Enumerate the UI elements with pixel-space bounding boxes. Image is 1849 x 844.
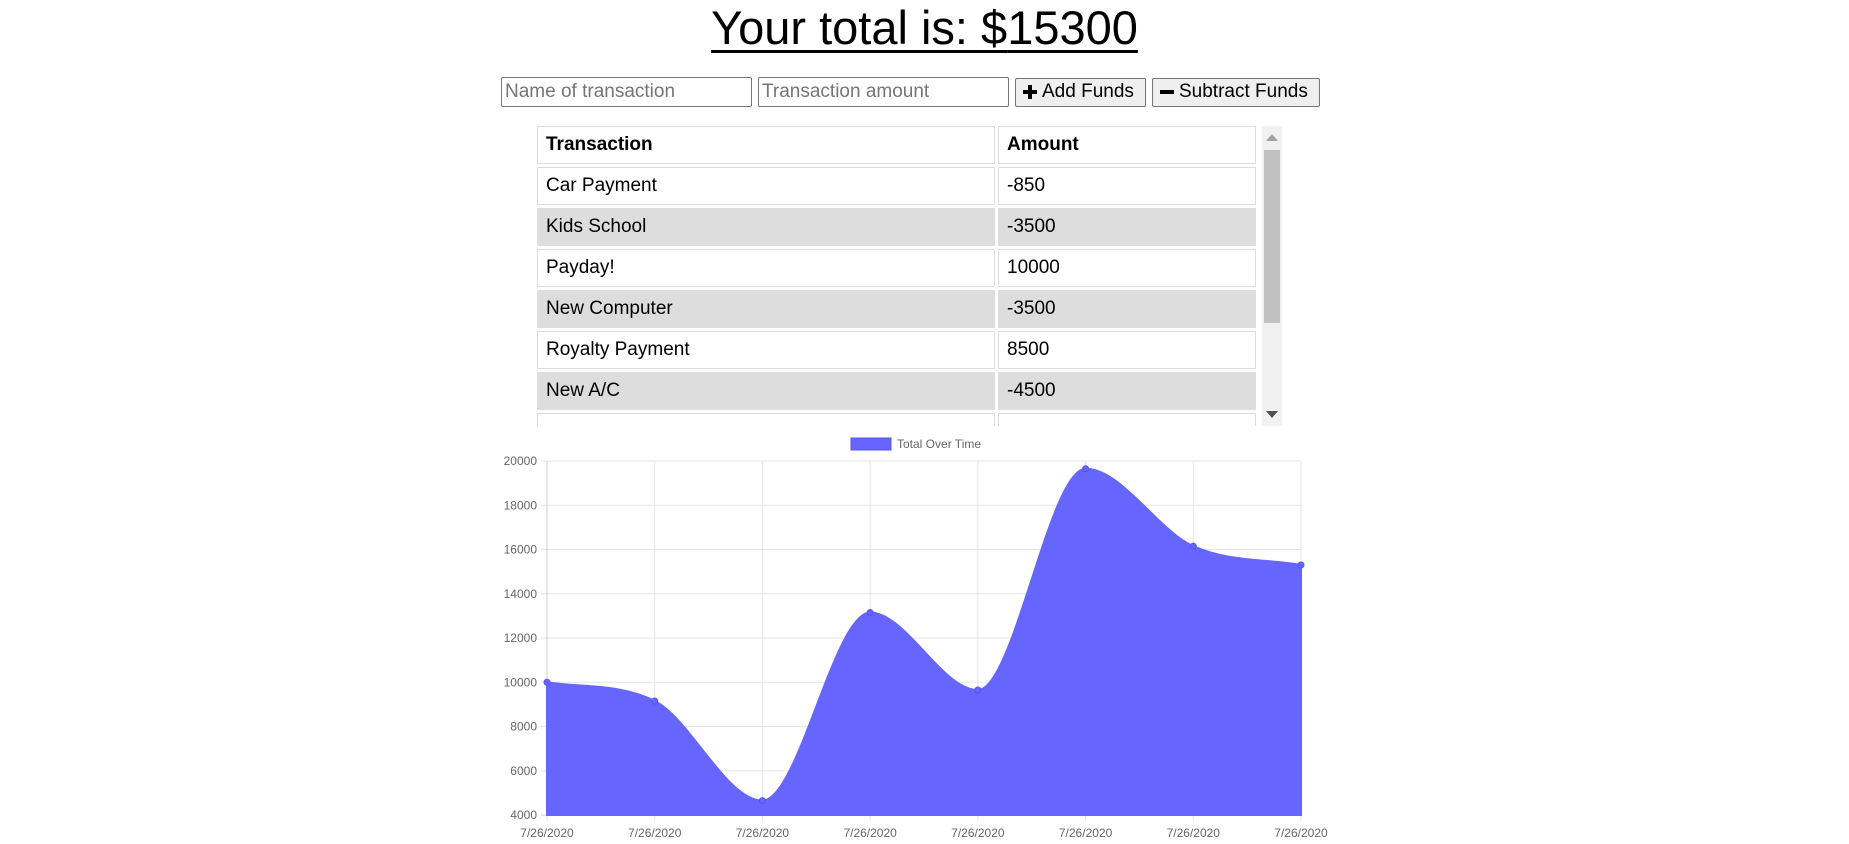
data-point[interactable] <box>758 797 766 805</box>
y-axis-ticks: 4000 6000 8000 10000 12000 14000 16000 18000 200… <box>504 454 538 822</box>
table-scrollbar[interactable] <box>1262 126 1282 426</box>
transaction-name-cell: Payday! <box>537 249 995 287</box>
data-point[interactable] <box>1082 465 1090 473</box>
scrollbar-thumb[interactable] <box>1264 150 1280 323</box>
total-prefix: Your total is: $ <box>711 1 1008 54</box>
transaction-name-cell <box>537 413 995 426</box>
y-tick-label: 8000 <box>510 720 537 734</box>
table-row: Payday! 10000 <box>537 249 1256 287</box>
y-tick-label: 12000 <box>504 631 538 645</box>
chart-points <box>543 465 1305 805</box>
chart-area <box>546 467 1302 816</box>
transaction-amount-cell: -4500 <box>998 372 1256 410</box>
data-point[interactable] <box>651 697 659 705</box>
y-tick-label: 14000 <box>504 587 538 601</box>
data-point[interactable] <box>974 686 982 694</box>
x-tick-label: 7/26/2020 <box>520 826 574 840</box>
legend-swatch[interactable] <box>850 437 892 451</box>
data-point[interactable] <box>543 678 551 686</box>
total-heading: Your total is: $15300 <box>0 0 1849 56</box>
x-tick-label: 7/26/2020 <box>628 826 682 840</box>
table-row: Royalty Payment 8500 <box>537 331 1256 369</box>
add-funds-button[interactable]: Add Funds <box>1015 77 1146 107</box>
scroll-down-arrow-icon[interactable] <box>1266 411 1278 418</box>
y-tick-label: 16000 <box>504 543 538 557</box>
x-tick-label: 7/26/2020 <box>736 826 790 840</box>
scroll-up-arrow-icon[interactable] <box>1266 134 1278 141</box>
series-area <box>546 467 1302 816</box>
transaction-name-cell: New A/C <box>537 372 995 410</box>
transaction-amount-cell: 10000 <box>998 249 1256 287</box>
transactions-table-container[interactable]: Transaction Amount Car Payment -850 Kids… <box>537 126 1282 426</box>
subtract-funds-button[interactable]: Subtract Funds <box>1152 77 1320 107</box>
data-point[interactable] <box>866 609 874 617</box>
transaction-name-cell: Kids School <box>537 208 995 246</box>
table-row: Car Payment -850 <box>537 167 1256 205</box>
chart-legend[interactable]: Total Over Time <box>850 437 981 451</box>
legend-label[interactable]: Total Over Time <box>897 437 981 451</box>
transaction-name-input[interactable] <box>501 77 752 107</box>
x-tick-label: 7/26/2020 <box>1167 826 1221 840</box>
transaction-name-cell: Royalty Payment <box>537 331 995 369</box>
transaction-amount-cell: -850 <box>998 167 1256 205</box>
column-header-transaction: Transaction <box>537 126 995 164</box>
table-row: Kids School -3500 <box>537 208 1256 246</box>
minus-icon <box>1160 85 1174 99</box>
data-point[interactable] <box>1189 542 1197 550</box>
transaction-amount-cell <box>998 413 1256 426</box>
x-tick-label: 7/26/2020 <box>1274 826 1328 840</box>
y-tick-label: 20000 <box>504 454 538 468</box>
column-header-amount: Amount <box>998 126 1256 164</box>
y-tick-label: 10000 <box>504 675 538 689</box>
y-tick-label: 4000 <box>510 808 537 822</box>
transactions-table: Transaction Amount Car Payment -850 Kids… <box>537 126 1259 426</box>
transaction-amount-input[interactable] <box>758 77 1009 107</box>
table-row <box>537 413 1256 426</box>
transaction-amount-cell: 8500 <box>998 331 1256 369</box>
x-tick-label: 7/26/2020 <box>1059 826 1113 840</box>
x-axis-ticks: 7/26/2020 7/26/2020 7/26/2020 7/26/2020 7/26… <box>520 826 1328 840</box>
table-row: New A/C -4500 <box>537 372 1256 410</box>
table-header-row: Transaction Amount <box>537 126 1256 164</box>
data-point[interactable] <box>1297 561 1305 569</box>
transaction-form: Add Funds Subtract Funds <box>501 77 1320 107</box>
transaction-name-cell: Car Payment <box>537 167 995 205</box>
transaction-name-cell: New Computer <box>537 290 995 328</box>
x-tick-label: 7/26/2020 <box>951 826 1005 840</box>
plus-icon <box>1023 85 1037 99</box>
y-tick-label: 6000 <box>510 764 537 778</box>
subtract-funds-label: Subtract Funds <box>1179 81 1308 102</box>
total-value: 15300 <box>1007 1 1138 54</box>
x-tick-label: 7/26/2020 <box>843 826 897 840</box>
transaction-amount-cell: -3500 <box>998 208 1256 246</box>
add-funds-label: Add Funds <box>1042 81 1134 102</box>
y-tick-label: 18000 <box>504 498 538 512</box>
table-row: New Computer -3500 <box>537 290 1256 328</box>
transaction-amount-cell: -3500 <box>998 290 1256 328</box>
total-over-time-chart: 4000 6000 8000 10000 12000 14000 16000 18000 200… <box>504 437 1328 840</box>
